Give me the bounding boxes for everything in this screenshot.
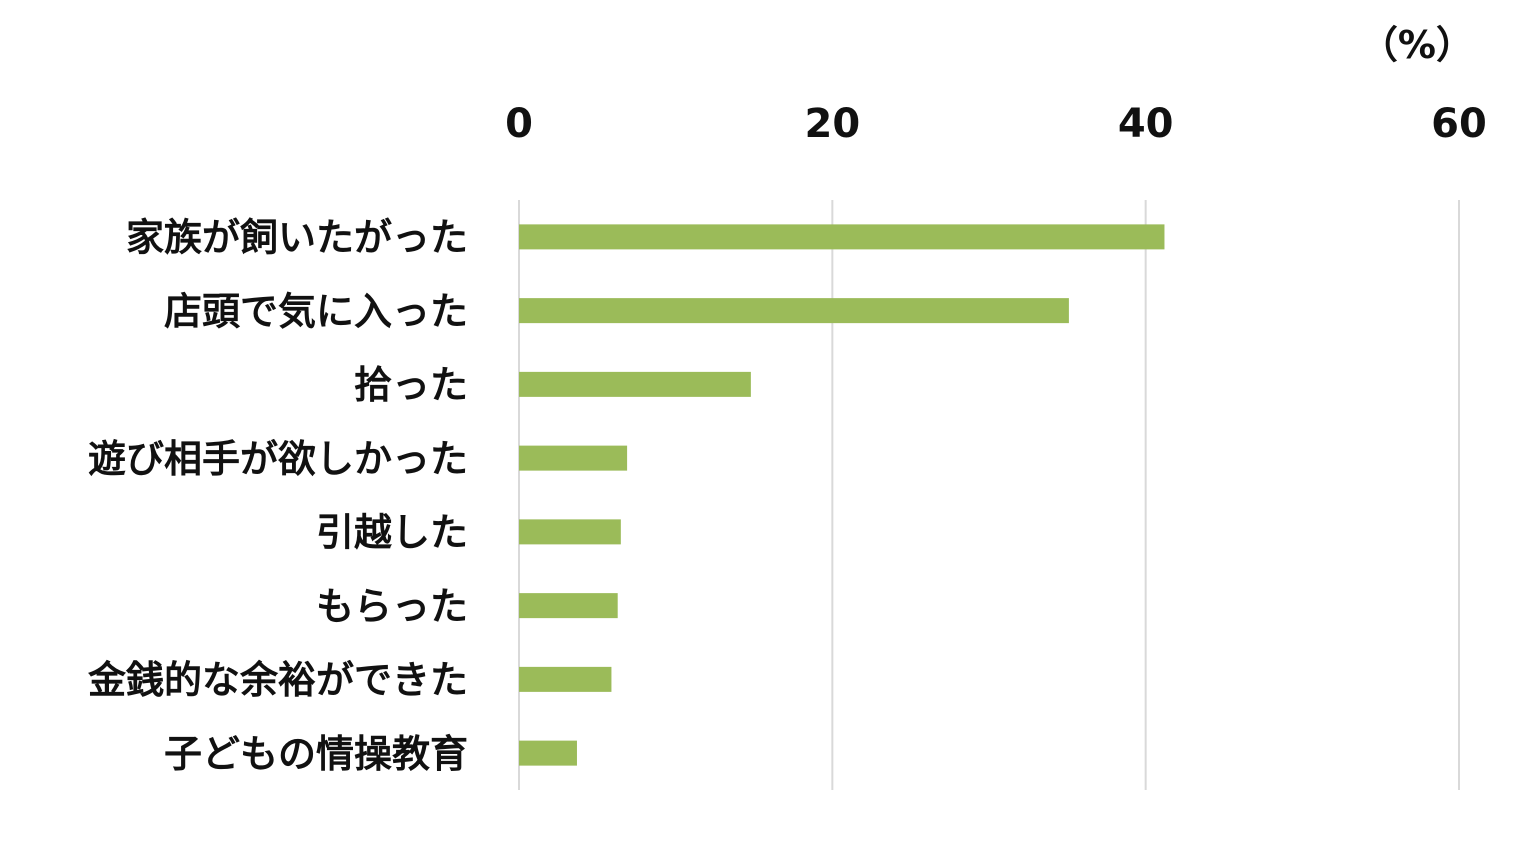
category-label: 家族が飼いたがった bbox=[126, 216, 468, 260]
category-label: 引越した bbox=[316, 511, 468, 555]
x-tick-label: 40 bbox=[1118, 101, 1174, 147]
bar bbox=[519, 371, 751, 397]
category-label: 子どもの情操教育 bbox=[164, 732, 468, 776]
bar bbox=[519, 224, 1165, 250]
x-axis-tick-labels: 0 20 40 60 bbox=[505, 101, 1487, 147]
bar bbox=[519, 740, 577, 766]
x-tick-label: 0 bbox=[505, 101, 533, 147]
bars bbox=[519, 224, 1165, 766]
x-tick-label: 20 bbox=[804, 101, 860, 147]
bar bbox=[519, 519, 621, 545]
unit-label: （%） bbox=[1360, 23, 1474, 67]
category-label: 店頭で気に入った bbox=[164, 289, 468, 333]
category-label: 金銭的な余裕ができた bbox=[87, 658, 468, 702]
category-label: 遊び相手が欲しかった bbox=[88, 437, 468, 481]
bar bbox=[519, 593, 618, 619]
bar bbox=[519, 445, 628, 471]
category-label: もらった bbox=[316, 584, 468, 628]
category-labels: 家族が飼いたがった店頭で気に入った拾った遊び相手が欲しかった引越したもらった金銭… bbox=[87, 216, 468, 776]
gridlines bbox=[518, 200, 1460, 790]
x-tick-label: 60 bbox=[1431, 101, 1487, 147]
bar bbox=[519, 298, 1069, 324]
bar bbox=[519, 666, 612, 692]
category-label: 拾った bbox=[354, 363, 468, 407]
